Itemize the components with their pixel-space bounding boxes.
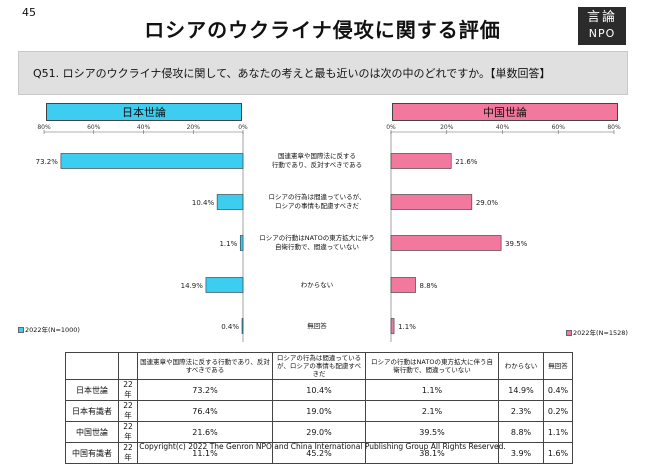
question-box: Q51. ロシアのウクライナ侵攻に関して、あなたの考えと最も近いのは次の中のどれ… — [18, 51, 628, 95]
category-label-line: ロシアの行動はNATOの東方拡大に伴う — [259, 234, 375, 242]
japan-bar — [216, 194, 244, 210]
china-bar-value-label: 8.8% — [420, 282, 438, 290]
japan-bar — [60, 153, 244, 169]
china-bar — [390, 153, 452, 169]
china-bar-value-label: 1.1% — [398, 323, 416, 331]
table-row-label: 日本世論 — [65, 379, 119, 401]
left-axis-tick-label: 20% — [187, 124, 201, 131]
table-row: 日本世論 22年 73.2% 10.4% 1.1% 14.9% 0.4% — [65, 379, 573, 401]
category-label: 無回答 — [246, 322, 388, 331]
table-row-year: 22年 — [118, 400, 138, 422]
table-cell: 1.1% — [543, 421, 573, 443]
japan-panel-header: 日本世論 — [46, 103, 242, 121]
table-row-label: 中国世論 — [65, 421, 119, 443]
left-axis-tick-label: 80% — [37, 124, 51, 131]
china-bar — [390, 194, 473, 210]
left-axis-tick-label: 40% — [137, 124, 151, 131]
table-cell: 2.3% — [498, 400, 544, 422]
genron-npo-logo: 言論 NPO — [578, 7, 626, 45]
china-bar-value-label: 29.0% — [476, 199, 499, 207]
table-cell: 0.4% — [543, 379, 573, 401]
japan-bar-value-label: 0.4% — [221, 323, 239, 331]
category-label: わからない — [246, 281, 388, 290]
japan-bar — [205, 277, 244, 293]
table-cell: 76.4% — [137, 400, 273, 422]
japan-bar-value-label: 73.2% — [36, 158, 59, 166]
table-cell: 8.8% — [498, 421, 544, 443]
table-cell: 0.2% — [543, 400, 573, 422]
legend-swatch-japan — [18, 327, 24, 333]
category-label-line: 国連憲章や国際法に反する — [278, 152, 356, 160]
category-label-line: ロシアの行為は間違っているが、 — [268, 193, 366, 201]
china-bar-value-label: 21.6% — [455, 158, 478, 166]
table-row: 中国世論 22年 21.6% 29.0% 39.5% 8.8% 1.1% — [65, 421, 573, 443]
japan-bar-value-label: 14.9% — [181, 282, 204, 290]
category-label-line: 自衛行動で、間違っていない — [275, 243, 359, 251]
table-corner-cell-year — [118, 352, 138, 380]
table-cell: 29.0% — [272, 421, 366, 443]
left-axis-tick-label: 0% — [238, 124, 248, 131]
table-row: 日本有識者 22年 76.4% 19.0% 2.1% 2.3% 0.2% — [65, 400, 573, 422]
category-label: ロシアの行動はNATOの東方拡大に伴う 自衛行動で、間違っていない — [246, 234, 388, 252]
table-cell: 14.9% — [498, 379, 544, 401]
table-row-year: 22年 — [118, 421, 138, 443]
table-cell: 21.6% — [137, 421, 273, 443]
china-bar — [390, 235, 502, 251]
right-axis-tick-label: 0% — [386, 124, 396, 131]
table-cell: 1.1% — [365, 379, 499, 401]
page-number: 45 — [22, 6, 36, 19]
table-cell: 2.1% — [365, 400, 499, 422]
china-bar — [390, 318, 395, 334]
china-bar-value-label: 39.5% — [505, 240, 528, 248]
left-axis-tick-label: 60% — [87, 124, 101, 131]
table-row-label: 日本有識者 — [65, 400, 119, 422]
table-cell: 19.0% — [272, 400, 366, 422]
legend-japan: 2022年(N=1000) — [18, 324, 80, 334]
category-label-line: わからない — [300, 280, 334, 289]
china-panel-header: 中国世論 — [392, 103, 618, 121]
slide-title: ロシアのウクライナ侵攻に関する評価 — [144, 18, 501, 42]
right-axis-tick-label: 40% — [496, 124, 510, 131]
category-label-line: 無回答 — [307, 321, 327, 330]
table-header-cell: わからない — [498, 352, 544, 380]
table-header-cell: ロシアの行為は間違っているが、ロシアの事情も配慮すべきだ — [272, 352, 366, 380]
logo-line2: NPO — [588, 27, 616, 40]
right-axis-tick-label: 80% — [607, 124, 621, 131]
table-cell: 73.2% — [137, 379, 273, 401]
table-cell: 39.5% — [365, 421, 499, 443]
legend-label-japan: 2022年(N=1000) — [25, 326, 80, 334]
category-label-line: 行動であり、反対すべきである — [271, 161, 363, 169]
legend-china: 2022年(N=1528) — [566, 327, 628, 337]
table-cell: 10.4% — [272, 379, 366, 401]
category-label: ロシアの行為は間違っているが、 ロシアの事情も配慮すべきだ — [246, 193, 388, 211]
japan-bar-value-label: 10.4% — [192, 199, 215, 207]
table-header-cell: 無回答 — [543, 352, 573, 380]
japan-bar-value-label: 1.1% — [219, 240, 237, 248]
table-header-cell: 国連憲章や国際法に反する行動であり、反対すべきである — [137, 352, 273, 380]
category-label: 国連憲章や国際法に反する 行動であり、反対すべきである — [246, 152, 388, 170]
table-corner-cell — [65, 352, 119, 380]
right-axis-tick-label: 60% — [552, 124, 566, 131]
table-header-row: 国連憲章や国際法に反する行動であり、反対すべきである ロシアの行為は間違っている… — [65, 352, 573, 380]
right-axis-tick-label: 20% — [440, 124, 454, 131]
japan-bar — [239, 235, 244, 251]
category-label-line: ロシアの事情も配慮すべきだ — [274, 202, 360, 210]
butterfly-bar-chart: 80% 60% 40% 20% 0% 0% 20% 40% 60% 80% 73.2% 21.6% 10… — [36, 124, 621, 342]
japan-bar — [241, 318, 244, 334]
china-bar — [390, 277, 416, 293]
table-row-year: 22年 — [118, 379, 138, 401]
legend-label-china: 2022年(N=1528) — [573, 329, 628, 337]
legend-swatch-china — [566, 330, 572, 336]
copyright-notice: Copyright(c) 2022 The Genron NPO and Chi… — [139, 442, 506, 451]
table-header-cell: ロシアの行動はNATOの東方拡大に伴う自衛行動で、間違っていない — [365, 352, 499, 380]
logo-line1: 言論 — [586, 10, 617, 25]
